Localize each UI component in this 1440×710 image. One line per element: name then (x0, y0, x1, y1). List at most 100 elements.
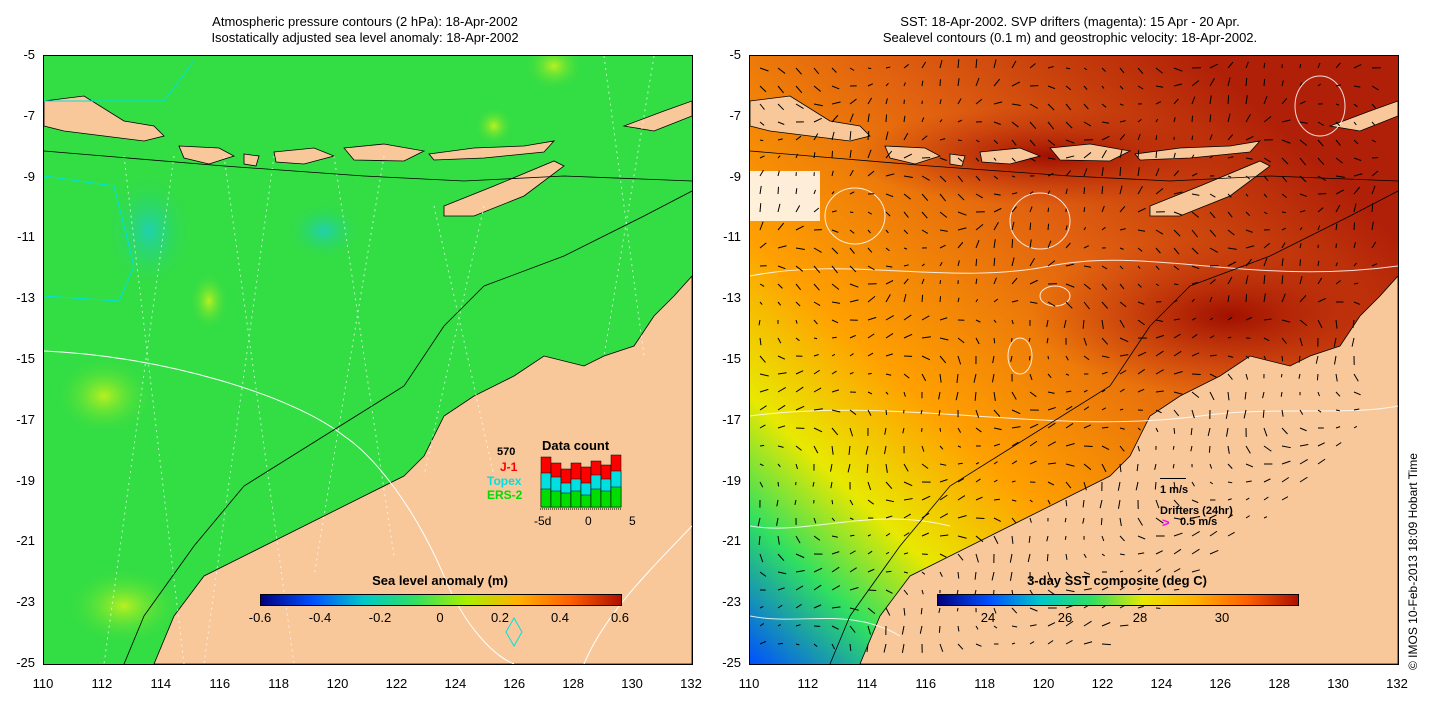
velocity-arrow (1065, 553, 1068, 560)
velocity-arrow (1333, 355, 1337, 365)
velocity-arrow (795, 445, 802, 451)
velocity-arrow (1155, 101, 1162, 105)
velocity-arrow (849, 534, 855, 537)
velocity-arrow (1244, 391, 1247, 400)
velocity-arrow (1353, 391, 1361, 396)
velocity-arrow (991, 373, 995, 383)
velocity-arrow (795, 188, 798, 195)
velocity-arrow (1137, 185, 1143, 195)
velocity-arrow (1299, 476, 1308, 483)
pressure-contour (583, 525, 692, 664)
velocity-arrow (957, 119, 963, 123)
velocity-arrow (1011, 139, 1017, 146)
velocity-arrow (1083, 424, 1092, 429)
velocity-arrow (1227, 156, 1234, 159)
velocity-arrow (1155, 517, 1164, 524)
velocity-arrow (1371, 139, 1376, 143)
velocity-arrow (1155, 550, 1163, 555)
velocity-arrow (831, 535, 838, 538)
velocity-arrow (921, 278, 925, 285)
velocity-arrow (1209, 354, 1217, 357)
velocity-arrow (849, 517, 854, 520)
velocity-arrow (831, 265, 838, 274)
velocity-arrow (1137, 368, 1146, 375)
velocity-arrow (921, 463, 929, 469)
left-title: Atmospheric pressure contours (2 hPa): 1… (130, 14, 600, 46)
velocity-arrow (795, 135, 802, 141)
velocity-arrow (1119, 445, 1125, 452)
velocity-arrow (1046, 337, 1049, 344)
velocity-arrow (903, 175, 913, 178)
velocity-arrow (1353, 282, 1359, 285)
velocity-arrow (1281, 119, 1291, 123)
velocity-arrow (1029, 206, 1033, 213)
y-tick-label: -17 (722, 411, 741, 427)
y-tick-label: -23 (16, 594, 35, 610)
left-map[interactable] (43, 55, 693, 665)
velocity-arrow (957, 211, 967, 216)
velocity-arrow (795, 603, 802, 609)
velocity-arrow (1263, 242, 1271, 249)
velocity-arrow (938, 625, 941, 633)
velocity-arrow (813, 283, 820, 291)
velocity-arrow (759, 623, 765, 627)
velocity-arrow (939, 59, 943, 69)
velocity-arrow (1353, 157, 1362, 161)
velocity-arrow (777, 481, 780, 487)
velocity-arrow (1011, 499, 1017, 502)
velocity-arrow (777, 604, 783, 609)
velocity-arrow (1119, 205, 1126, 213)
velocity-arrow (1065, 85, 1072, 91)
velocity-arrow (974, 571, 977, 580)
velocity-arrow (1065, 170, 1072, 177)
right-map[interactable] (749, 55, 1399, 665)
velocity-arrow (938, 409, 941, 416)
sla-high-blob (524, 56, 584, 91)
velocity-arrow (1281, 319, 1291, 323)
velocity-arrow (1011, 277, 1018, 285)
velocity-arrow (1083, 337, 1087, 346)
velocity-arrow (921, 495, 931, 501)
velocity-arrow (1371, 241, 1377, 249)
velocity-arrow (1245, 355, 1250, 359)
x-tick-label: 116 (209, 676, 231, 691)
velocity-arrow (1263, 496, 1269, 501)
velocity-arrow (1119, 283, 1125, 290)
velocity-arrow (921, 445, 925, 452)
velocity-arrow (1029, 641, 1035, 645)
altimeter-tracks (103, 56, 655, 664)
velocity-arrow (903, 333, 913, 339)
velocity-arrow (795, 643, 800, 646)
velocity-arrow (1027, 553, 1031, 563)
velocity-arrow (939, 534, 949, 537)
velocity-arrow (1173, 283, 1179, 286)
velocity-arrow (1011, 60, 1017, 69)
velocity-arrow (903, 64, 909, 69)
velocity-arrow (795, 247, 805, 250)
velocity-arrow (1317, 277, 1323, 285)
velocity-arrow (1245, 193, 1249, 197)
velocity-arrow (957, 260, 960, 267)
velocity-arrow (1011, 441, 1019, 447)
data-count-xlabel-start: -5d (534, 514, 552, 528)
velocity-arrow (777, 170, 780, 177)
velocity-arrow (831, 427, 839, 436)
velocity-arrow (1029, 222, 1032, 231)
velocity-arrow (903, 278, 909, 285)
velocity-arrow (1154, 463, 1157, 470)
velocity-arrow (1227, 61, 1234, 69)
velocity-arrow (1137, 445, 1140, 452)
velocity-arrow (1209, 481, 1213, 485)
velocity-arrow (795, 405, 805, 411)
velocity-arrow (957, 297, 960, 303)
velocity-arrow (867, 550, 873, 555)
velocity-arrow (1317, 121, 1324, 126)
velocity-arrow (1011, 81, 1021, 87)
velocity-arrow (1119, 369, 1127, 375)
velocity-arrow (1191, 317, 1197, 321)
velocity-arrow (1137, 552, 1145, 555)
velocity-arrow (1065, 188, 1068, 195)
velocity-arrow (759, 139, 764, 142)
velocity-arrow (993, 319, 997, 323)
velocity-arrow (1299, 100, 1306, 105)
